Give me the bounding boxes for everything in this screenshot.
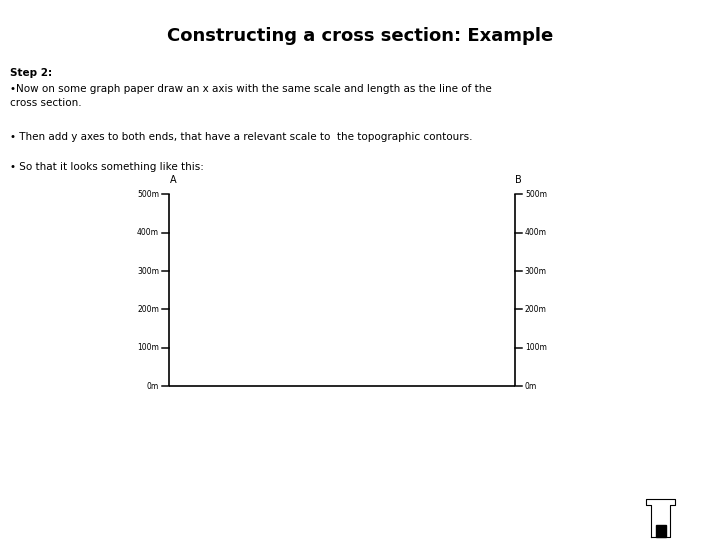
Text: 500m: 500m xyxy=(525,190,547,199)
Text: 100m: 100m xyxy=(138,343,159,352)
Text: 200m: 200m xyxy=(525,305,546,314)
Text: 400m: 400m xyxy=(137,228,159,237)
Text: 300m: 300m xyxy=(525,267,547,275)
Text: B: B xyxy=(515,174,522,185)
Bar xyxy=(656,525,665,537)
Text: 0m: 0m xyxy=(147,382,159,390)
Text: A: A xyxy=(169,174,176,185)
Text: 400m: 400m xyxy=(525,228,547,237)
Text: 500m: 500m xyxy=(137,190,159,199)
Text: • Then add y axes to both ends, that have a relevant scale to  the topographic c: • Then add y axes to both ends, that hav… xyxy=(10,132,472,143)
Text: UNIVERSITY OF LEEDS: UNIVERSITY OF LEEDS xyxy=(568,513,698,523)
Text: 300m: 300m xyxy=(137,267,159,275)
Text: •Now on some graph paper draw an x axis with the same scale and length as the li: •Now on some graph paper draw an x axis … xyxy=(10,84,492,107)
Text: 200m: 200m xyxy=(138,305,159,314)
Text: Step 2:: Step 2: xyxy=(10,68,53,78)
Text: 100m: 100m xyxy=(525,343,546,352)
Text: School of Earth and Environment: School of Earth and Environment xyxy=(13,511,232,524)
Text: Constructing a cross section: Example: Constructing a cross section: Example xyxy=(167,27,553,45)
Text: • So that it looks something like this:: • So that it looks something like this: xyxy=(10,162,204,172)
Text: 0m: 0m xyxy=(525,382,537,390)
